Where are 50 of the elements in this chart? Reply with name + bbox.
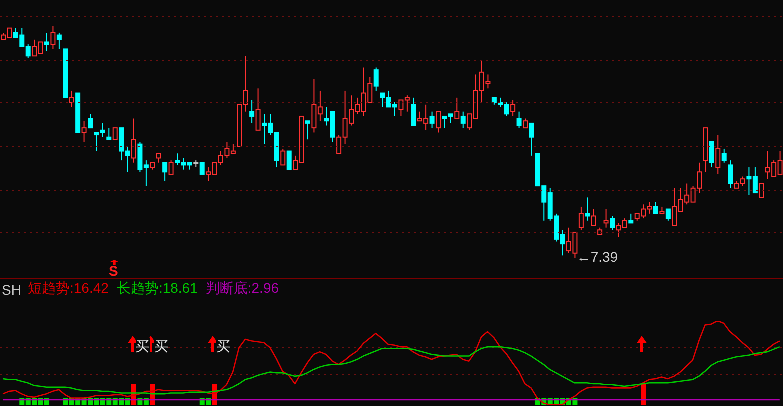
candlestick (256, 88, 261, 131)
candlestick (280, 148, 286, 166)
candlestick (82, 120, 87, 142)
candlestick (529, 122, 534, 156)
candlestick (168, 160, 174, 175)
candlestick (306, 120, 310, 140)
annotation: 买 (216, 338, 230, 354)
candlestick (106, 128, 112, 140)
candlestick (374, 67, 379, 92)
candlestick (759, 183, 764, 198)
candlestick (88, 114, 93, 129)
candlestick (436, 111, 441, 134)
text: S (108, 263, 118, 279)
candlestick (666, 208, 671, 222)
candlestick (728, 160, 734, 189)
text: 判断底:2.96 (206, 279, 280, 297)
candlestick (523, 118, 528, 129)
candlestick (156, 153, 162, 164)
candlestick (286, 150, 292, 170)
candlestick (411, 97, 416, 126)
candlestick (50, 26, 56, 50)
candlestick (654, 202, 658, 214)
candlestick (112, 128, 118, 140)
candlestick (591, 208, 596, 226)
text: SH (2, 281, 22, 299)
candlestick (430, 111, 435, 129)
text: 长趋势:18.61 (116, 279, 198, 297)
candlestick (722, 148, 727, 164)
candlestick (709, 142, 714, 168)
candlestick (610, 216, 615, 231)
annotation: ←7.39 (576, 249, 618, 265)
candlestick (628, 213, 634, 224)
candlestick (200, 162, 205, 175)
text: 短趋势:16.42 (28, 279, 109, 297)
annotation: 买 (154, 338, 168, 354)
candlestick (69, 90, 74, 108)
annotation: 买 (136, 338, 150, 354)
candlestick (604, 208, 609, 228)
candlestick (454, 97, 460, 120)
candlestick (578, 206, 584, 231)
candlestick (510, 100, 516, 117)
candlestick (585, 197, 590, 222)
candlestick (250, 100, 255, 124)
candlestick (162, 162, 168, 182)
candlestick (460, 111, 466, 129)
candlestick (56, 32, 62, 50)
candlestick (716, 134, 721, 175)
candlestick (132, 118, 136, 164)
candlestick (516, 111, 522, 129)
candlestick (44, 32, 50, 52)
